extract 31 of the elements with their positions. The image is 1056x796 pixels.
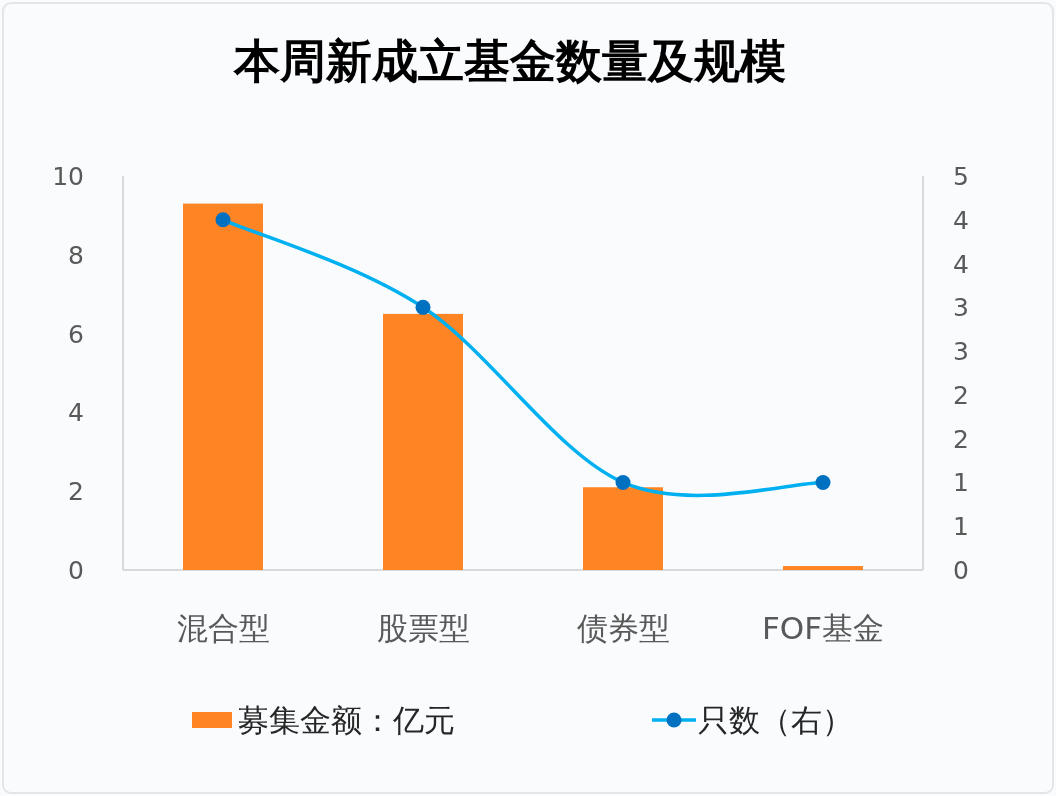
legend-label: 只数（右）: [698, 702, 853, 738]
y2-tick-label: 4: [953, 249, 969, 279]
y-tick-label: 10: [52, 162, 84, 191]
x-tick-label: FOF基金: [761, 610, 885, 646]
y2-tick-label: 1: [953, 468, 969, 498]
y-tick-label: 6: [68, 319, 84, 349]
y2-tick-label: 3: [953, 337, 969, 367]
bar: [583, 487, 663, 570]
chart-title: 本周新成立基金数量及规模: [233, 34, 786, 88]
y-tick-label: 2: [68, 477, 84, 507]
x-tick-label: 债券型: [576, 610, 670, 646]
y2-tick-label: 3: [953, 293, 969, 323]
y-tick-label: 0: [68, 556, 84, 585]
bar: [783, 566, 863, 570]
point: [215, 212, 231, 228]
legend-label: 募集金额：亿元: [238, 702, 455, 738]
x-tick-label: 股票型: [376, 610, 470, 646]
y2-tick-label: 2: [953, 424, 969, 454]
y2-tick-label: 5: [953, 162, 969, 191]
bar: [383, 313, 463, 570]
point: [815, 474, 831, 490]
point: [615, 474, 631, 490]
y-tick-label: 4: [68, 398, 84, 428]
y2-tick-label: 4: [953, 205, 969, 235]
y2-tick-label: 2: [953, 380, 969, 410]
y-tick-label: 8: [68, 240, 84, 270]
point: [415, 299, 431, 315]
bar: [183, 203, 263, 570]
y2-tick-label: 1: [953, 512, 969, 542]
x-tick-label: 混合型: [176, 610, 270, 646]
y2-tick-label: 0: [953, 556, 969, 585]
